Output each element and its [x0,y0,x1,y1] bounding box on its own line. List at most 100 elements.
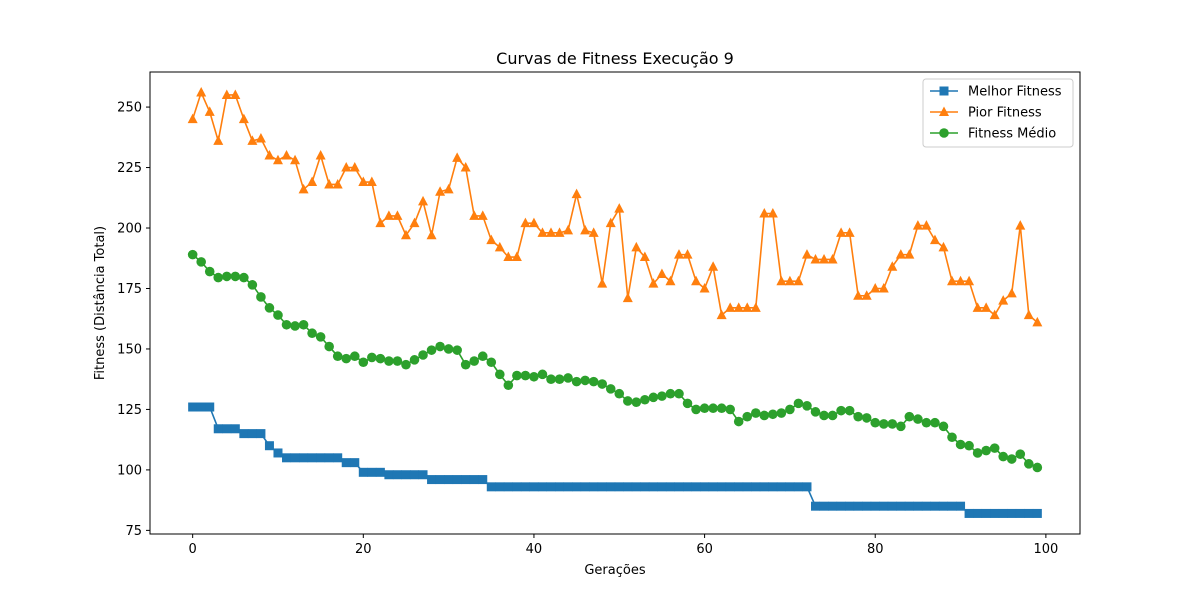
data-point [511,251,522,262]
data-point [282,453,292,463]
data-point [597,379,608,389]
data-point [938,241,949,252]
data-point [520,482,530,492]
data-point [358,467,368,477]
y-axis-title: Fitness (Distância Total) [93,226,108,380]
data-point [767,208,778,218]
data-point [648,392,659,403]
data-point [811,501,821,511]
data-point [759,410,770,421]
data-point [862,501,872,511]
data-point [810,407,821,417]
data-point [759,208,770,218]
data-point [776,275,787,286]
data-point [700,482,710,492]
data-point [802,401,812,411]
data-point [648,278,659,288]
data-point [683,482,693,492]
legend-label: Melhor Fitness [968,85,1062,100]
data-point [298,183,309,194]
data-point [375,467,385,477]
y-tick-label: 175 [117,282,142,297]
data-point [853,411,863,422]
data-point [196,257,206,267]
data-point [460,162,471,172]
data-point [913,501,923,511]
data-point [631,397,642,407]
data-point [656,268,667,278]
data-point [947,275,958,286]
data-point [537,227,548,237]
data-point [247,280,258,290]
x-tick-label: 100 [1033,542,1058,557]
data-point [204,106,215,116]
data-point [614,388,625,399]
data-point [793,482,803,492]
data-point [529,371,539,382]
data-point [520,217,531,228]
data-point [1006,287,1017,298]
data-point [315,149,326,160]
data-point [555,482,565,492]
data-point [904,411,915,422]
data-point [247,135,258,145]
data-point [930,417,940,428]
data-point [921,220,932,230]
data-point [1015,449,1026,459]
data-point [196,402,206,412]
data-point [546,374,556,384]
data-point [861,290,872,300]
data-point [461,475,471,485]
data-point [383,210,394,220]
data-point [716,309,727,320]
data-point [870,501,880,511]
data-point [878,282,889,293]
data-point [972,302,983,312]
data-point [290,453,300,463]
data-point [469,475,479,485]
data-point [964,275,975,286]
data-point [571,376,582,387]
data-point [827,253,838,264]
data-point [469,356,480,366]
legend-label: Pior Fitness [968,106,1042,121]
data-point [307,176,318,187]
data-point [358,357,369,368]
data-point [844,405,855,416]
data-point [836,501,846,511]
data-point [366,176,377,187]
data-point [768,409,778,420]
data-point [205,402,215,412]
y-tick-label: 150 [117,342,142,357]
data-point [238,113,249,124]
data-point [674,482,684,492]
data-point [938,421,949,432]
data-point [332,351,343,362]
data-point [563,224,574,235]
data-point [870,282,881,293]
data-point [913,414,923,424]
data-point [401,470,411,480]
data-point [332,178,343,189]
data-point [452,152,463,162]
data-point [1032,316,1043,327]
data-point [478,475,488,485]
data-point [657,482,667,492]
data-point [546,227,557,237]
data-point [264,441,274,451]
data-point [998,295,1009,305]
data-point [640,394,650,405]
data-point [819,410,829,421]
data-point [819,501,829,511]
data-point [895,249,906,259]
data-point [512,370,522,381]
data-point [503,482,513,492]
data-point [606,482,616,492]
data-point [221,271,232,282]
data-point [623,482,633,492]
y-tick-label: 225 [117,161,142,176]
data-point [947,432,957,443]
data-point [972,448,983,458]
y-tick-label: 200 [117,222,142,237]
data-point [1023,309,1034,320]
